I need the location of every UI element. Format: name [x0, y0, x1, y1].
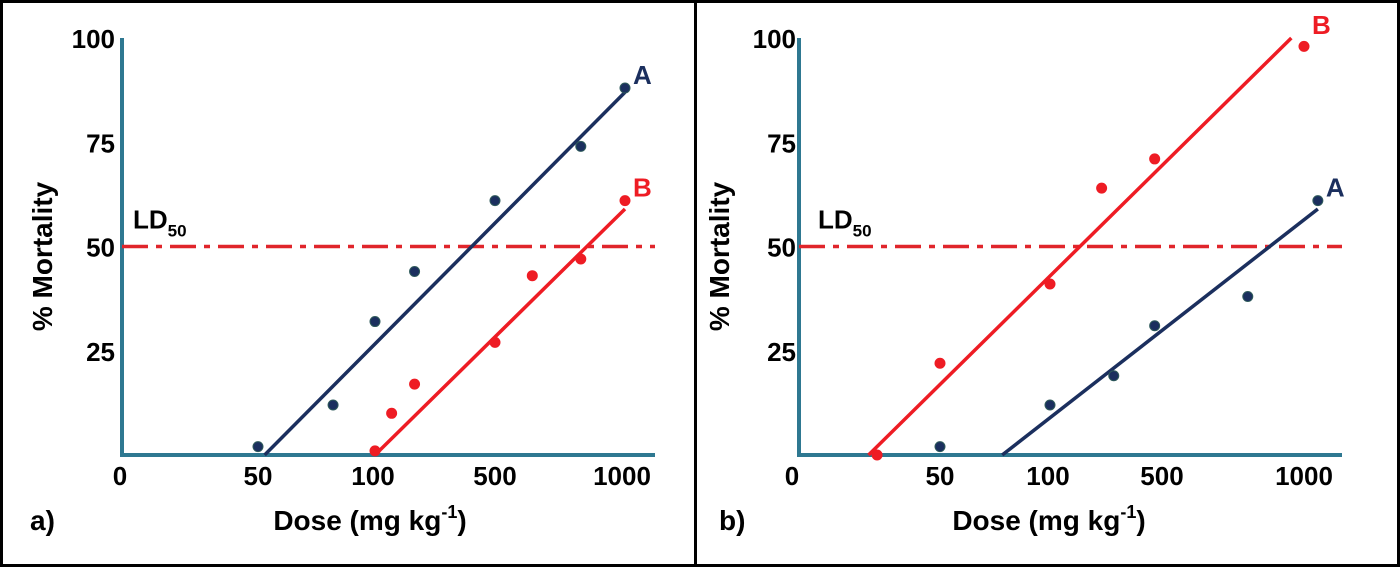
- data-point-a: [489, 195, 501, 207]
- ld50-label-main: LD: [133, 205, 168, 235]
- x-axis-title: Dose (mg kg-1): [273, 502, 466, 536]
- data-point-b: [1096, 182, 1108, 194]
- panel-label: b): [719, 505, 745, 536]
- ld50-label-subscript: 50: [168, 222, 187, 241]
- data-point-b: [575, 253, 587, 265]
- data-point-a: [1242, 291, 1254, 303]
- ld50-label: LD50: [133, 205, 187, 241]
- x-tick-label: 100: [351, 461, 394, 491]
- y-tick-label: 100: [753, 24, 796, 54]
- x-axis-title-superscript: -1: [1120, 502, 1136, 522]
- data-point-a: [1149, 320, 1161, 332]
- data-point-b: [526, 270, 538, 282]
- data-point-a: [575, 140, 587, 152]
- data-point-b: [489, 336, 501, 348]
- series-label-b: B: [633, 173, 652, 203]
- x-tick-label: 0: [113, 461, 127, 491]
- data-point-a: [934, 441, 946, 453]
- data-point-b: [369, 445, 381, 457]
- data-point-b: [409, 378, 421, 390]
- data-point-b: [871, 449, 883, 461]
- x-axis-title-close: ): [457, 505, 466, 536]
- data-point-a: [252, 441, 264, 453]
- data-point-b: [1044, 278, 1056, 290]
- x-tick-label: 50: [244, 461, 273, 491]
- x-axis-title-main: Dose (mg kg: [952, 505, 1120, 536]
- ld50-label-main: LD: [818, 205, 853, 235]
- fit-line-a: [263, 90, 627, 457]
- data-point-a: [1044, 399, 1056, 411]
- y-tick-label: 25: [86, 337, 115, 367]
- ld50-label-subscript: 50: [853, 222, 872, 241]
- series-label-a: A: [1326, 173, 1345, 203]
- data-point-b: [386, 407, 398, 419]
- x-axis-title-close: ): [1136, 505, 1145, 536]
- series-label-a: A: [633, 60, 652, 90]
- data-point-b: [1298, 40, 1310, 52]
- y-tick-label: 50: [767, 233, 796, 263]
- y-tick-label: 25: [767, 337, 796, 367]
- data-point-b: [1149, 153, 1161, 165]
- x-tick-label: 1000: [593, 461, 651, 491]
- y-tick-label: 75: [767, 128, 796, 158]
- x-axis-title-main: Dose (mg kg: [273, 505, 441, 536]
- x-tick-label: 50: [926, 461, 955, 491]
- x-tick-label: 100: [1026, 461, 1069, 491]
- data-point-a: [619, 82, 631, 94]
- x-axis-title-superscript: -1: [441, 502, 457, 522]
- x-axis-title: Dose (mg kg-1): [952, 502, 1145, 536]
- panel-label: a): [30, 505, 55, 536]
- x-tick-label: 500: [1140, 461, 1183, 491]
- ld50-label: LD50: [818, 205, 872, 241]
- fit-line-b: [373, 207, 627, 457]
- fit-line-a: [1001, 207, 1319, 457]
- x-tick-label: 1000: [1275, 461, 1333, 491]
- data-point-a: [1108, 370, 1120, 382]
- y-tick-label: 100: [72, 24, 115, 54]
- fit-line-b: [867, 36, 1293, 457]
- data-point-a: [409, 266, 421, 278]
- y-tick-label: 75: [86, 128, 115, 158]
- data-point-b: [619, 195, 631, 207]
- y-axis-title: % Mortality: [27, 181, 58, 331]
- series-label-b: B: [1312, 10, 1331, 40]
- data-point-b: [934, 357, 946, 369]
- x-tick-label: 0: [785, 461, 799, 491]
- panel-divider: [694, 3, 697, 564]
- y-tick-label: 50: [86, 233, 115, 263]
- y-axis-title: % Mortality: [704, 181, 735, 331]
- data-point-a: [369, 316, 381, 328]
- data-point-a: [1312, 195, 1324, 207]
- x-tick-label: 500: [473, 461, 516, 491]
- data-point-a: [327, 399, 339, 411]
